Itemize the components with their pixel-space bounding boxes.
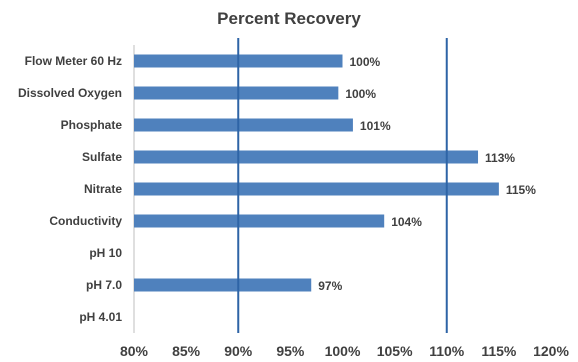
category-label: Sulfate (82, 150, 122, 164)
bar (134, 182, 499, 196)
data-label: 115% (506, 183, 536, 197)
x-tick-label: 120% (533, 343, 569, 359)
plot-area: Flow Meter 60 Hz 100% Dissolved Oxygen 100%… (18, 38, 569, 359)
category-label: Nitrate (84, 182, 122, 196)
data-label: 97% (318, 279, 342, 293)
x-tick-label: 80% (120, 343, 149, 359)
category-label: Conductivity (49, 214, 122, 228)
data-label: 101% (360, 119, 391, 133)
category-label: pH 10 (89, 246, 122, 260)
x-tick-label: 110% (429, 343, 465, 359)
category-label: pH 4.01 (79, 310, 122, 324)
bar (134, 118, 353, 132)
category-label: Flow Meter 60 Hz (25, 54, 122, 68)
bar (134, 214, 385, 228)
bar (134, 86, 339, 100)
category-label: pH 7.0 (86, 278, 122, 292)
category-label: Dissolved Oxygen (18, 86, 122, 100)
x-tick-label: 115% (481, 343, 517, 359)
data-label: 104% (391, 215, 422, 229)
x-tick-label: 100% (325, 343, 361, 359)
category-label: Phosphate (61, 118, 123, 132)
chart-title: Percent Recovery (217, 9, 361, 28)
data-label: 113% (485, 151, 515, 165)
data-label: 100% (350, 55, 381, 69)
bar (134, 278, 312, 292)
data-label: 100% (345, 87, 376, 101)
x-tick-label: 105% (377, 343, 413, 359)
bar (134, 150, 479, 164)
x-tick-label: 90% (224, 343, 253, 359)
x-tick-label: 95% (276, 343, 305, 359)
x-tick-label: 85% (172, 343, 201, 359)
